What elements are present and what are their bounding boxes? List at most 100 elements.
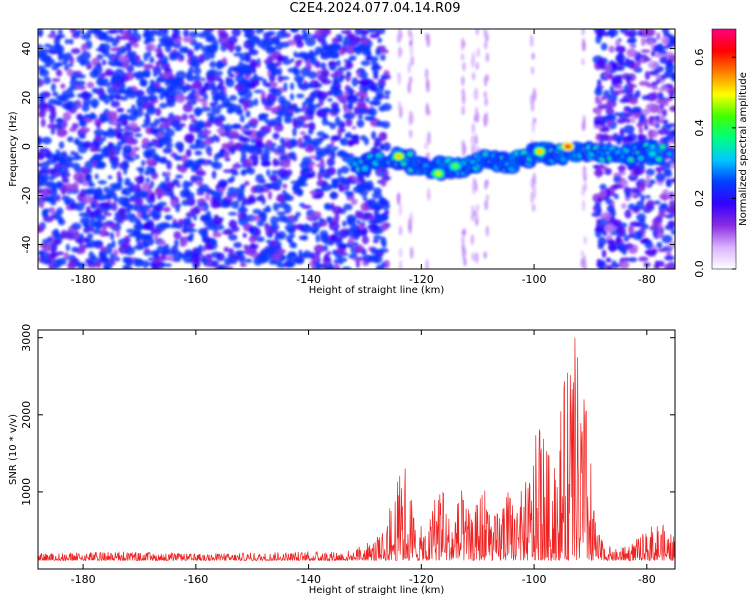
heatmap-cell	[239, 145, 248, 154]
heatmap-cell	[122, 256, 132, 261]
heatmap-cell	[265, 183, 273, 190]
heatmap-cell	[668, 34, 675, 41]
heatmap-cell	[162, 147, 173, 154]
heatmap-cell	[601, 133, 609, 142]
heatmap-cell	[248, 226, 254, 234]
heatmap-cell	[157, 29, 163, 32]
heatmap-cell	[118, 29, 123, 35]
heatmap-cell	[621, 63, 632, 68]
heatmap-cell	[241, 29, 249, 32]
heatmap-cell	[177, 143, 184, 153]
heatmap-cell	[240, 169, 247, 176]
heatmap-cell	[243, 124, 251, 130]
heatmap-cell	[102, 78, 109, 83]
heatmap-cell	[243, 89, 253, 99]
heatmap-cell	[304, 108, 315, 117]
heatmap-cell	[595, 29, 605, 38]
heatmap-y-tick-label: 40	[20, 42, 33, 56]
heatmap-cell	[306, 98, 315, 103]
heatmap-cell	[530, 66, 535, 75]
heatmap-cell	[597, 165, 608, 170]
heatmap-cell	[398, 225, 403, 236]
heatmap-cell	[55, 69, 63, 77]
heatmap-cell	[407, 81, 412, 94]
heatmap-cell	[69, 29, 77, 34]
heatmap-cell	[227, 35, 238, 45]
heatmap-cell	[614, 219, 622, 228]
heatmap-y-tick-label: 0	[20, 143, 33, 150]
heatmap-cell	[162, 132, 169, 140]
heatmap-cell	[206, 112, 215, 118]
heatmap-cell	[224, 229, 233, 236]
heatmap-cell	[645, 174, 651, 179]
heatmap-cell	[652, 217, 660, 228]
heatmap-cell	[582, 170, 586, 178]
heatmap-cell	[170, 245, 179, 254]
heatmap-cell	[195, 138, 201, 145]
heatmap-cell	[336, 95, 347, 102]
heatmap-cell	[216, 77, 223, 82]
heatmap-cell	[157, 184, 167, 191]
heatmap-cell	[647, 60, 659, 70]
heatmap-cell	[248, 235, 257, 243]
heatmap-cell	[149, 56, 155, 64]
heatmap-cell	[657, 128, 668, 136]
heatmap-cell	[258, 113, 270, 118]
heatmap-cell	[375, 264, 385, 269]
heatmap-cell	[155, 77, 166, 83]
heatmap-cell	[304, 145, 315, 153]
heatmap-cell	[123, 165, 128, 175]
heatmap-cell	[38, 44, 44, 49]
heatmap-cell	[39, 200, 45, 209]
heatmap-cell	[182, 36, 194, 43]
heatmap-cell	[259, 29, 264, 34]
heatmap-cell	[594, 99, 603, 105]
heatmap-cell	[41, 136, 52, 145]
heatmap-cell	[650, 50, 656, 57]
heatmap-cell	[372, 239, 379, 244]
heatmap-cell	[195, 170, 207, 177]
heatmap-cell	[347, 228, 357, 239]
heatmap-cell	[265, 139, 273, 147]
heatmap-cell	[77, 262, 84, 269]
heatmap-cell	[300, 67, 311, 77]
heatmap-cell	[203, 243, 215, 251]
heatmap-cell	[621, 170, 626, 176]
heatmap-cell	[143, 29, 150, 35]
heatmap-cell	[648, 115, 654, 125]
signal-band-cell	[407, 151, 414, 157]
heatmap-cell	[256, 254, 268, 264]
heatmap-cell	[255, 236, 265, 243]
heatmap-cell	[251, 79, 260, 87]
heatmap-cell	[134, 54, 141, 62]
heatmap-cell	[143, 242, 150, 249]
heatmap-cell	[56, 207, 64, 216]
heatmap-cell	[360, 134, 367, 141]
heatmap-cell	[121, 159, 129, 170]
heatmap-cell	[308, 252, 316, 259]
heatmap-cell	[270, 175, 278, 182]
heatmap-cell	[86, 233, 94, 240]
heatmap-cell	[282, 183, 288, 189]
heatmap-cell	[104, 69, 116, 77]
snr-x-axis-label: Height of straight line (km)	[309, 585, 445, 596]
heatmap-cell	[243, 65, 253, 75]
heatmap-cell	[38, 29, 44, 38]
heatmap-cell	[316, 108, 328, 118]
heatmap-cell	[398, 259, 403, 269]
heatmap-cell	[343, 203, 353, 211]
heatmap-cell	[398, 202, 403, 217]
heatmap-cell	[277, 168, 289, 178]
heatmap-cell	[370, 86, 377, 92]
heatmap-cell	[670, 156, 675, 165]
heatmap-cell	[352, 46, 362, 52]
heatmap-cell	[472, 143, 477, 151]
heatmap-cell	[276, 30, 287, 39]
heatmap-cell	[167, 99, 173, 105]
heatmap-cell	[97, 31, 106, 41]
heatmap-cell	[368, 107, 378, 117]
heatmap-cell	[270, 54, 276, 60]
heatmap-cell	[242, 232, 247, 238]
heatmap-cell	[328, 54, 339, 59]
heatmap-cell	[123, 266, 134, 269]
